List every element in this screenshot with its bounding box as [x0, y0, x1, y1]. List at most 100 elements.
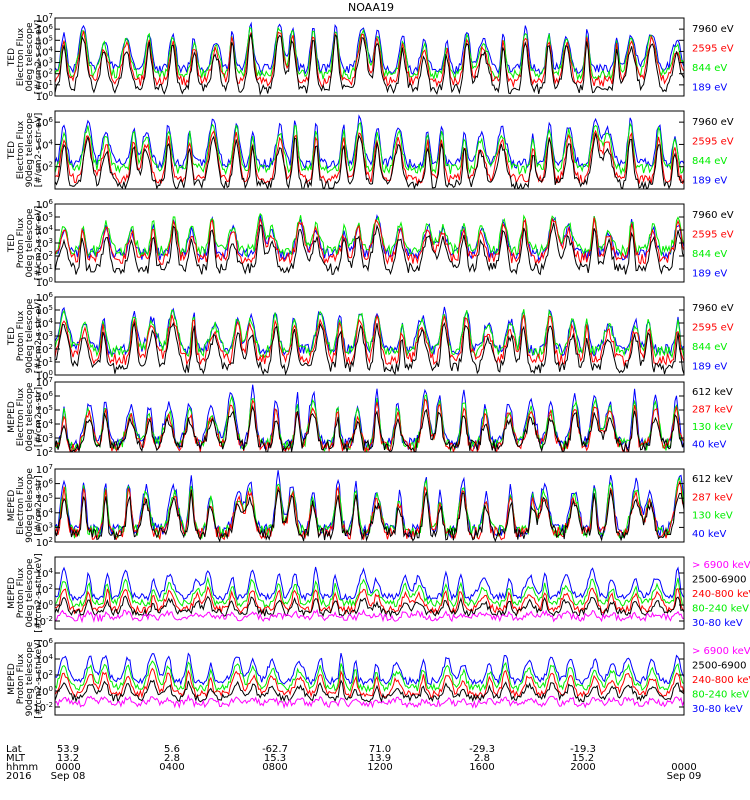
series-189-ev: [55, 306, 684, 358]
legend-entry: > 6900 keV: [692, 560, 750, 571]
series-189-ev: [55, 21, 684, 76]
legend-entry: 2595 eV: [692, 229, 734, 240]
legend-entry: 30-80 keV: [692, 618, 743, 629]
footer-tick-value: 2000: [570, 762, 595, 773]
footer-tick-value: 13.9: [369, 753, 391, 764]
footer-tick-value: -62.7: [262, 744, 288, 755]
series-2500-6900: [55, 595, 684, 618]
footer-tick-value: Sep 09: [667, 771, 702, 782]
footer-tick-value: 53.9: [57, 744, 79, 755]
footer-row-label: 2016: [6, 771, 31, 782]
series-844-ev: [55, 309, 684, 360]
legend-entry: 80-240 keV: [692, 689, 749, 700]
legend-entry: 80-240 keV: [692, 603, 749, 614]
footer-row-label: hhmm: [6, 762, 38, 773]
footer-tick-value: 0400: [159, 762, 184, 773]
series-7960-ev: [55, 222, 684, 276]
legend-entry: 2595 eV: [692, 322, 734, 333]
panel-ylabel: TEDProton Flux90deg telescope[#/cm2-s-st…: [7, 298, 44, 373]
legend-entry: 287 keV: [692, 492, 733, 503]
footer-tick-value: 0800: [262, 762, 287, 773]
panel-ylabel: MEPEDElectron Flux90deg telescope[#/cm2-…: [7, 468, 44, 543]
legend-entry: 189 eV: [692, 175, 727, 186]
footer-tick-value: 1200: [367, 762, 392, 773]
series--6900-kev: [55, 693, 684, 710]
footer-row-label: Lat: [6, 744, 22, 755]
panel-2-traces: [55, 114, 684, 189]
legend-entry: 612 keV: [692, 387, 733, 398]
series-240-800-kev: [55, 585, 684, 615]
series-2595-ev: [55, 314, 684, 368]
legend-entry: 189 eV: [692, 361, 727, 372]
panel-7-traces: [55, 566, 684, 624]
series-130-kev: [55, 393, 684, 452]
legend-entry: 7960 eV: [692, 210, 734, 221]
series--6900-kev: [55, 608, 684, 624]
y-tick-label: 102: [36, 536, 53, 549]
series-240-800-kev: [55, 667, 684, 699]
series-612-kev: [55, 488, 684, 542]
panel-1-traces: [55, 21, 684, 96]
footer-tick-value: 0000: [55, 762, 80, 773]
series-189-ev: [55, 213, 684, 262]
panel-4-traces: [55, 306, 684, 375]
legend-entry: 189 eV: [692, 82, 727, 93]
panel-6-traces: [55, 470, 684, 542]
legend-entry: 7960 eV: [692, 24, 734, 35]
panel-ylabel: TEDElectron Flux0deg telescope[#/cm2-s-s…: [7, 20, 44, 95]
panel-ylabel: TEDElectron Flux90deg telescope[#/cm2-s-…: [7, 112, 44, 187]
panel-frame: [54, 381, 685, 453]
series-844-ev: [55, 121, 684, 176]
series-30-80-kev: [55, 566, 684, 602]
legend-entry: 612 keV: [692, 474, 733, 485]
legend-entry: 844 eV: [692, 342, 727, 353]
footer-row-label: MLT: [6, 753, 26, 764]
series-7960-ev: [55, 133, 684, 189]
legend-entry: 287 keV: [692, 404, 733, 415]
legend-entry: 240-800 keV: [692, 675, 750, 686]
legend-entry: > 6900 keV: [692, 646, 750, 657]
series-612-kev: [55, 404, 684, 452]
footer-tick-value: 2.8: [164, 753, 180, 764]
footer-tick-value: 15.3: [264, 753, 286, 764]
legend-entry: 30-80 keV: [692, 704, 743, 715]
y-tick-label: 107: [36, 463, 53, 476]
legend-entry: 40 keV: [692, 529, 726, 540]
panel-8-traces: [55, 652, 684, 710]
legend-entry: 240-800 keV: [692, 589, 750, 600]
legend-entry: 2595 eV: [692, 136, 734, 147]
legend-entry: 2595 eV: [692, 43, 734, 54]
footer-tick-value: 13.2: [57, 753, 79, 764]
panel-ylabel: MEPEDProton Flux90deg telescope[#/cm2-s-…: [7, 639, 44, 718]
panel-ylabel: TEDProton Flux0deg telescope[#/cm2-s-str…: [7, 206, 44, 281]
chart-title: NOAA19: [348, 1, 394, 14]
legend-entry: 40 keV: [692, 439, 726, 450]
panel-ylabel: MEPEDElectron Flux0deg telescope[#/cm2-s…: [7, 382, 44, 452]
legend-entry: 7960 eV: [692, 303, 734, 314]
footer-tick-value: 5.6: [164, 744, 180, 755]
panel-frame: [54, 110, 685, 190]
series-2595-ev: [55, 217, 684, 267]
panel-frame: [54, 642, 685, 716]
footer-tick-value: Sep 08: [51, 771, 86, 782]
legend-entry: 844 eV: [692, 156, 727, 167]
series-2595-ev: [55, 30, 684, 89]
series-80-240-kev: [55, 576, 684, 609]
legend-entry: 130 keV: [692, 422, 733, 433]
legend-entry: 7960 eV: [692, 117, 734, 128]
legend-entry: 130 keV: [692, 511, 733, 522]
legend-entry: 844 eV: [692, 249, 727, 260]
legend-entry: 2500-6900: [692, 661, 747, 672]
legend-entry: 2500-6900: [692, 575, 747, 586]
footer-tick-value: 2.8: [474, 753, 490, 764]
